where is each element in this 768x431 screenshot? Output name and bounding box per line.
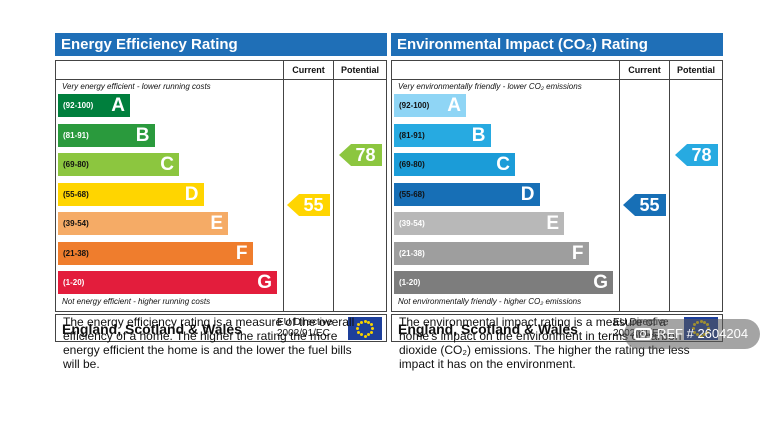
- rating-band-c: (69-80) C: [58, 153, 179, 176]
- band-range: (21-38): [63, 248, 89, 258]
- band-letter: B: [471, 124, 486, 146]
- band-letter: A: [447, 95, 461, 116]
- band-range: (1-20): [399, 278, 421, 287]
- band-range: (55-68): [63, 189, 89, 199]
- band-letter: E: [546, 213, 559, 234]
- band-letter: C: [160, 154, 174, 175]
- rating-band-e: (39-54) E: [58, 212, 228, 235]
- rating-band-b: (81-91) B: [58, 123, 155, 147]
- band-letter: C: [496, 154, 510, 175]
- band-letter: A: [111, 95, 125, 116]
- rating-chart: Current Potential Very energy efficient …: [55, 60, 387, 312]
- environmental-rating-panel: Environmental Impact (CO₂) Rating Curren…: [391, 33, 723, 342]
- band-range: (39-54): [63, 219, 89, 228]
- top-description: Very environmentally friendly - lower CO…: [398, 82, 582, 91]
- bottom-description: Not energy efficient - higher running co…: [62, 297, 211, 306]
- rating-band-a: (92-100) A: [58, 94, 130, 117]
- environmental-rating-explanation: The environmental impact rating is a mea…: [399, 315, 690, 371]
- reference-watermark: REF # 2604204: [624, 319, 760, 349]
- potential-rating-arrow: 78: [339, 144, 382, 166]
- band-range: (81-91): [399, 130, 425, 140]
- band-range: (69-80): [63, 160, 89, 169]
- band-letter: F: [235, 242, 248, 264]
- region-label: England, Scotland & Wales: [62, 321, 242, 337]
- band-letter: D: [520, 183, 535, 205]
- band-letter: F: [571, 242, 584, 264]
- energy-rating-explanation: The energy efficiency rating is a measur…: [63, 315, 355, 371]
- panel-title: Environmental Impact (CO₂) Rating: [391, 33, 723, 56]
- potential-column-header: Potential: [669, 61, 722, 79]
- band-letter: G: [257, 272, 272, 293]
- current-column-header: Current: [619, 61, 669, 79]
- potential-rating-arrow: 78: [675, 144, 718, 166]
- camera-icon: [634, 328, 652, 340]
- band-range: (39-54): [399, 219, 425, 228]
- current-rating-arrow: 55: [287, 194, 330, 216]
- rating-band-e: (39-54) E: [394, 212, 564, 235]
- rating-band-d: (55-68) D: [58, 182, 204, 206]
- rating-band-g: (1-20) G: [394, 271, 613, 294]
- panel-title: Energy Efficiency Rating: [55, 33, 387, 56]
- band-range: (81-91): [63, 130, 89, 140]
- region-label: England, Scotland & Wales: [398, 321, 578, 337]
- band-range: (92-100): [63, 101, 94, 110]
- band-range: (92-100): [399, 101, 430, 110]
- band-letter: B: [135, 124, 150, 146]
- directive-label: EU Directive 2002/91/EC: [277, 317, 333, 339]
- reference-number: REF # 2604204: [657, 326, 749, 341]
- bottom-description: Not environmentally friendly - higher CO…: [398, 297, 582, 306]
- rating-band-f: (21-38) F: [394, 241, 589, 265]
- eu-flag-icon: [348, 317, 382, 340]
- band-range: (55-68): [399, 189, 425, 199]
- band-range: (69-80): [399, 160, 425, 169]
- rating-band-f: (21-38) F: [58, 241, 253, 265]
- potential-column-header: Potential: [333, 61, 386, 79]
- band-letter: G: [593, 272, 608, 293]
- current-column-header: Current: [283, 61, 333, 79]
- rating-band-c: (69-80) C: [394, 153, 515, 176]
- footer-bar: England, Scotland & Wales EU Directive 2…: [55, 314, 387, 342]
- current-rating-arrow: 55: [623, 194, 666, 216]
- rating-chart: Current Potential Very environmentally f…: [391, 60, 723, 312]
- band-letter: E: [210, 213, 223, 234]
- band-letter: D: [184, 183, 199, 205]
- rating-band-d: (55-68) D: [394, 182, 540, 206]
- band-range: (1-20): [63, 278, 85, 287]
- rating-band-a: (92-100) A: [394, 94, 466, 117]
- rating-band-g: (1-20) G: [58, 271, 277, 294]
- rating-band-b: (81-91) B: [394, 123, 491, 147]
- band-range: (21-38): [399, 248, 425, 258]
- energy-rating-panel: Energy Efficiency Rating Current Potenti…: [55, 33, 387, 342]
- top-description: Very energy efficient - lower running co…: [62, 82, 211, 91]
